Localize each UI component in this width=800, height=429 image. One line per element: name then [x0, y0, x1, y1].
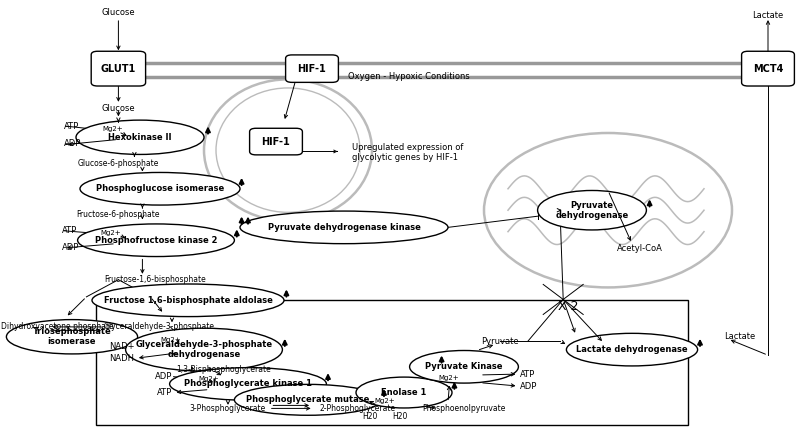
Text: Glucose-6-phosphate: Glucose-6-phosphate [78, 159, 159, 167]
Text: Phosphoglycerate mutase: Phosphoglycerate mutase [246, 396, 370, 404]
Ellipse shape [356, 377, 452, 408]
Text: ATP: ATP [64, 122, 79, 130]
Ellipse shape [170, 368, 326, 400]
FancyBboxPatch shape [250, 128, 302, 155]
Text: ATP: ATP [62, 227, 78, 235]
Text: Mg2+: Mg2+ [101, 230, 122, 236]
FancyBboxPatch shape [742, 51, 794, 86]
Text: Pyruvate
dehydrogenase: Pyruvate dehydrogenase [555, 200, 629, 220]
Text: ADP: ADP [62, 244, 80, 252]
Ellipse shape [538, 190, 646, 230]
Text: Enolase 1: Enolase 1 [382, 388, 426, 397]
Text: Glucose: Glucose [102, 104, 135, 112]
Text: ADP: ADP [64, 139, 82, 148]
Text: Fructose 1,6-bisphosphate aldolase: Fructose 1,6-bisphosphate aldolase [103, 296, 273, 305]
Text: Glyceraldehyde-3-phosphate
dehydrogenase: Glyceraldehyde-3-phosphate dehydrogenase [135, 340, 273, 360]
FancyBboxPatch shape [91, 51, 146, 86]
Ellipse shape [410, 350, 518, 383]
Ellipse shape [76, 120, 204, 154]
Text: Lactate: Lactate [752, 11, 784, 19]
Text: Phosphoglycerate kinase 1: Phosphoglycerate kinase 1 [184, 380, 312, 388]
Text: Fructose-1,6-bisphosphate: Fructose-1,6-bisphosphate [104, 275, 206, 284]
Ellipse shape [92, 284, 284, 317]
Ellipse shape [240, 211, 448, 244]
Text: NADH: NADH [110, 354, 134, 363]
Text: Fructose-6-phosphate: Fructose-6-phosphate [77, 210, 160, 219]
Text: Pyruvate dehydrogenase kinase: Pyruvate dehydrogenase kinase [267, 223, 421, 232]
Text: HIF-1: HIF-1 [298, 63, 326, 74]
Text: NAD+: NAD+ [109, 342, 134, 351]
Text: ATP: ATP [157, 388, 172, 397]
Text: HIF-1: HIF-1 [262, 136, 290, 147]
Text: Acetyl-CoA: Acetyl-CoA [617, 245, 663, 253]
Text: Phosphoenolpyruvate: Phosphoenolpyruvate [422, 404, 506, 413]
Text: Hexokinase II: Hexokinase II [108, 133, 172, 142]
Text: Lactate: Lactate [724, 332, 755, 341]
Ellipse shape [234, 384, 382, 415]
Text: ATP: ATP [520, 370, 535, 378]
Text: Phosphoglucose isomerase: Phosphoglucose isomerase [96, 184, 224, 193]
Bar [96, 300, 688, 425]
Text: H20: H20 [392, 412, 408, 420]
Text: GLUT1: GLUT1 [101, 63, 136, 74]
Ellipse shape [78, 224, 234, 257]
Text: 2-Phosphoglycerate: 2-Phosphoglycerate [319, 404, 396, 413]
Text: Mg2+: Mg2+ [102, 126, 123, 132]
Text: ADP: ADP [154, 372, 172, 381]
Ellipse shape [126, 328, 282, 371]
Text: Pyruvate Kinase: Pyruvate Kinase [426, 363, 502, 371]
Text: Glyceraldehyde-3-phosphate: Glyceraldehyde-3-phosphate [104, 323, 215, 331]
Text: MCT4: MCT4 [753, 63, 783, 74]
Text: Oxygen - Hypoxic Conditions: Oxygen - Hypoxic Conditions [348, 72, 470, 81]
Text: Pyruvate: Pyruvate [481, 337, 519, 345]
Ellipse shape [80, 172, 240, 205]
FancyBboxPatch shape [286, 55, 338, 82]
Text: Upregulated expression of
glycolytic genes by HIF-1: Upregulated expression of glycolytic gen… [352, 142, 463, 162]
Text: Glucose: Glucose [102, 9, 135, 17]
Text: Dihydroxyacetone phosphate: Dihydroxyacetone phosphate [1, 323, 114, 331]
Text: Lactate dehydrogenase: Lactate dehydrogenase [576, 345, 688, 354]
Text: Mg2+: Mg2+ [374, 398, 395, 404]
Ellipse shape [566, 333, 698, 366]
Text: Mg2+: Mg2+ [160, 337, 181, 343]
Text: Phosphofructose kinase 2: Phosphofructose kinase 2 [94, 236, 218, 245]
Text: H20: H20 [362, 412, 378, 420]
Text: 1,3-Bisphosphoglycerate: 1,3-Bisphosphoglycerate [176, 366, 270, 374]
Text: Mg2+: Mg2+ [438, 375, 459, 381]
Text: X 2: X 2 [558, 300, 578, 313]
Ellipse shape [6, 320, 138, 354]
Text: Mg2+: Mg2+ [198, 376, 219, 382]
Text: 3-Phosphoglycerate: 3-Phosphoglycerate [190, 404, 266, 413]
Text: Triosephosphate
isomerase: Triosephosphate isomerase [33, 327, 111, 347]
Text: ADP: ADP [520, 382, 538, 390]
